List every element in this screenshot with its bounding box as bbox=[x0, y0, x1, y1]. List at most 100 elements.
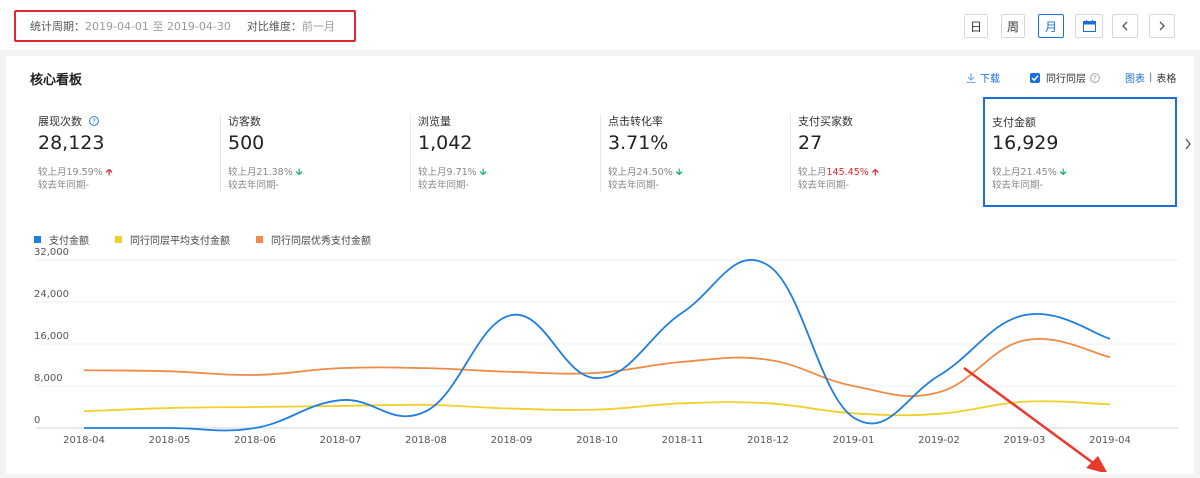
x-tick-label: 2019-02 bbox=[918, 435, 960, 446]
metric-yoy: 较去年同期- bbox=[38, 180, 89, 191]
x-tick-label: 2018-06 bbox=[234, 435, 276, 446]
compare-prefix: 较上月 bbox=[38, 167, 67, 178]
cards-next-icon[interactable] bbox=[1184, 138, 1192, 150]
x-tick-label: 2018-12 bbox=[747, 435, 789, 446]
download-icon bbox=[966, 72, 976, 83]
metric-card-impressions[interactable]: 展现次数 ? 28,123 较上月19.59% 🡱 较去年同期- bbox=[30, 104, 220, 204]
metric-yoy: 较去年同期- bbox=[228, 180, 279, 191]
metric-value: 27 bbox=[798, 132, 823, 154]
metric-label: 访客数 bbox=[228, 115, 261, 128]
peer-layer-toggle[interactable]: 同行同层 ? bbox=[1030, 70, 1100, 85]
legend-item[interactable]: 同行同层优秀支付金额 bbox=[256, 232, 371, 247]
period-end: 2019-04-30 bbox=[166, 19, 231, 33]
metric-value: 3.71% bbox=[608, 132, 669, 154]
compare-prefix: 较上月 bbox=[228, 167, 257, 178]
metric-yoy: 较去年同期- bbox=[992, 180, 1043, 191]
compare-label: 对比维度： bbox=[246, 20, 302, 33]
metric-value: 500 bbox=[228, 132, 265, 154]
y-tick-label: 8,000 bbox=[34, 373, 63, 384]
x-tick-label: 2018-09 bbox=[491, 435, 533, 446]
arrow-down-icon: 🡳 bbox=[295, 167, 303, 178]
x-tick-label: 2018-10 bbox=[576, 435, 618, 446]
arrow-down-icon: 🡳 bbox=[1059, 167, 1067, 178]
x-tick-label: 2018-08 bbox=[405, 435, 447, 446]
chart-legend: 支付金额 同行同层平均支付金额 同行同层优秀支付金额 bbox=[34, 232, 397, 247]
compare-value: 9.71% bbox=[446, 167, 477, 178]
compare-value: 21.38% bbox=[256, 167, 293, 178]
metric-compare: 较上月145.45% 🡱 bbox=[798, 164, 879, 181]
metric-label: 支付金额 bbox=[992, 116, 1036, 129]
compare-prefix: 较上月 bbox=[992, 167, 1021, 178]
panel-title: 核心看板 bbox=[30, 73, 83, 88]
peer-layer-checkbox[interactable] bbox=[1030, 72, 1040, 83]
next-period-button[interactable] bbox=[1149, 14, 1175, 38]
compare-value: 21.45% bbox=[1020, 167, 1057, 178]
metric-compare: 较上月21.38% 🡳 bbox=[228, 164, 303, 181]
series-line-0 bbox=[84, 258, 1111, 432]
compare-prefix: 较上月 bbox=[608, 167, 637, 178]
x-tick-label: 2019-03 bbox=[1004, 435, 1046, 446]
legend-label: 同行同层优秀支付金额 bbox=[271, 236, 371, 247]
legend-item[interactable]: 同行同层平均支付金额 bbox=[115, 232, 230, 247]
legend-swatch bbox=[256, 236, 263, 243]
card-divider bbox=[220, 114, 221, 192]
metric-label: 点击转化率 bbox=[608, 115, 663, 128]
granularity-month-button[interactable]: 月 bbox=[1038, 14, 1064, 38]
metric-yoy: 较去年同期- bbox=[798, 180, 849, 191]
table-view-link[interactable]: 表格 bbox=[1156, 74, 1177, 85]
chevron-right-icon bbox=[1159, 21, 1165, 31]
x-tick-label: 2018-11 bbox=[662, 435, 704, 446]
core-dashboard-panel: 核心看板 下载 同行同层 ? 图表 | 表格 展现次数 ? bbox=[6, 56, 1194, 474]
metric-card-click-conversion[interactable]: 点击转化率 3.71% 较上月24.50% 🡳 较去年同期- bbox=[600, 104, 790, 204]
help-icon[interactable]: ? bbox=[88, 116, 99, 126]
legend-swatch bbox=[115, 236, 122, 243]
calendar-button[interactable] bbox=[1075, 14, 1103, 38]
download-label: 下载 bbox=[980, 74, 1000, 85]
metric-yoy: 较去年同期- bbox=[418, 180, 469, 191]
metric-card-paying-buyers[interactable]: 支付买家数 27 较上月145.45% 🡱 较去年同期- bbox=[790, 104, 980, 204]
download-link[interactable]: 下载 bbox=[966, 70, 1000, 85]
compare-value: 145.45% bbox=[826, 167, 869, 178]
metric-card-visitors[interactable]: 访客数 500 较上月21.38% 🡳 较去年同期- bbox=[220, 104, 410, 204]
period-label: 统计周期： bbox=[30, 20, 85, 33]
metric-compare: 较上月9.71% 🡳 bbox=[418, 164, 487, 181]
period-separator: 至 bbox=[152, 20, 164, 33]
compare-value: 24.50% bbox=[636, 167, 673, 178]
view-separator: | bbox=[1149, 72, 1153, 83]
arrow-down-icon: 🡳 bbox=[479, 167, 487, 178]
card-divider bbox=[600, 114, 601, 192]
svg-text:?: ? bbox=[1093, 74, 1097, 82]
granularity-day-button[interactable]: 日 bbox=[964, 14, 988, 38]
chevron-left-icon bbox=[1122, 21, 1128, 31]
metric-label: 浏览量 bbox=[418, 115, 451, 128]
compare-value: 前一月 bbox=[301, 20, 335, 33]
y-tick-label: 16,000 bbox=[34, 331, 69, 342]
metric-compare: 较上月21.45% 🡳 bbox=[992, 164, 1067, 181]
compare-prefix: 较上月 bbox=[418, 167, 447, 178]
legend-swatch bbox=[34, 236, 41, 243]
metric-yoy: 较去年同期- bbox=[608, 180, 659, 191]
period-start: 2019-04-01 bbox=[85, 19, 149, 33]
filter-bar: 统计周期： 2019-04-01 至 2019-04-30 对比维度： 前一月 … bbox=[0, 0, 1200, 50]
x-tick-label: 2018-05 bbox=[149, 435, 191, 446]
x-tick-label: 2018-04 bbox=[63, 435, 105, 446]
metric-value: 1,042 bbox=[418, 132, 473, 154]
legend-item[interactable]: 支付金额 bbox=[34, 232, 89, 247]
compare-prefix: 较上月 bbox=[798, 167, 827, 178]
svg-text:?: ? bbox=[92, 118, 96, 126]
metric-card-pageviews[interactable]: 浏览量 1,042 较上月9.71% 🡳 较去年同期- bbox=[410, 104, 600, 204]
card-divider bbox=[410, 114, 411, 192]
annotation-arrow-head bbox=[1086, 456, 1107, 472]
metric-label: 支付买家数 bbox=[798, 115, 853, 128]
period-filter[interactable]: 统计周期： 2019-04-01 至 2019-04-30 对比维度： 前一月 bbox=[14, 10, 356, 42]
metric-card-payment-amount[interactable]: 支付金额 16,929 较上月21.45% 🡳 较去年同期- bbox=[983, 97, 1177, 207]
metric-compare: 较上月19.59% 🡱 bbox=[38, 164, 113, 181]
granularity-week-button[interactable]: 周 bbox=[1001, 14, 1025, 38]
help-icon[interactable]: ? bbox=[1090, 72, 1100, 83]
check-icon bbox=[1031, 74, 1039, 81]
prev-period-button[interactable] bbox=[1112, 14, 1138, 38]
y-tick-label: 0 bbox=[34, 415, 40, 426]
chart-view-link[interactable]: 图表 bbox=[1125, 74, 1145, 85]
compare-value: 19.59% bbox=[66, 167, 103, 178]
legend-label: 支付金额 bbox=[49, 236, 89, 247]
